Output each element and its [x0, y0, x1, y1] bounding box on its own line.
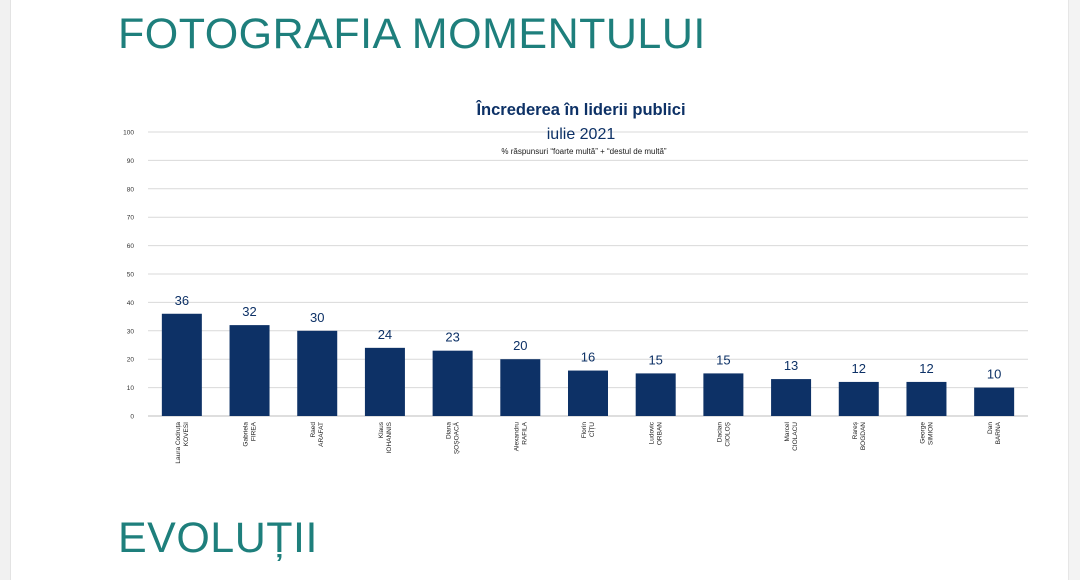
y-tick-label: 80 — [127, 186, 135, 193]
category-label: Marcel CIOLACU — [784, 421, 799, 450]
value-label: 23 — [445, 330, 459, 345]
bar — [838, 381, 879, 416]
y-tick-label: 90 — [127, 158, 135, 165]
value-label: 24 — [378, 327, 392, 342]
right-scroll-edge — [1068, 0, 1080, 580]
bar — [161, 313, 202, 416]
category-label: Diana ȘOȘOACĂ — [446, 421, 461, 454]
category-first-name: Laura Codruța — [175, 422, 182, 464]
y-tick-label: 20 — [127, 357, 135, 364]
y-tick-label: 40 — [127, 300, 135, 307]
category-first-name: Gabriela — [243, 422, 250, 447]
category-first-name: Klaus — [378, 421, 385, 438]
value-label: 12 — [852, 361, 866, 376]
y-tick-label: 0 — [130, 414, 134, 421]
grid-lines — [148, 131, 1028, 417]
category-label: Dan BARNA — [987, 421, 1002, 444]
value-label: 15 — [716, 352, 730, 367]
category-first-name: Marcel — [784, 421, 791, 441]
category-label: Klaus IOHANNIS — [378, 421, 393, 453]
category-labels: Laura Codruța KOVESI Gabriela FIREA Raed ARAF… — [175, 421, 1002, 463]
value-label: 10 — [987, 367, 1001, 382]
category-last-name: FIREA — [251, 421, 258, 441]
bar — [500, 359, 541, 416]
category-label: Rareș BOGDAN — [852, 421, 867, 450]
category-first-name: Raed — [310, 422, 317, 438]
category-last-name: SIMION — [927, 422, 934, 445]
bar — [364, 347, 405, 416]
category-first-name: Alexandru — [513, 422, 520, 452]
left-page-edge — [0, 0, 11, 580]
category-last-name: CÎȚU — [587, 422, 596, 437]
bar — [568, 370, 608, 416]
value-label: 30 — [310, 310, 324, 325]
category-last-name: KOVESI — [183, 422, 190, 446]
category-last-name: ARAFAT — [318, 422, 325, 447]
value-label: 12 — [919, 361, 933, 376]
category-last-name: CIOLACU — [792, 422, 799, 451]
category-label: Florin CÎȚU — [581, 422, 596, 439]
category-last-name: CIOLOȘ — [724, 421, 731, 446]
category-last-name: ȘOȘOACĂ — [452, 421, 461, 454]
bar — [771, 379, 812, 416]
category-last-name: IOHANNIS — [386, 421, 393, 453]
category-label: Alexandru RAFILA — [513, 421, 528, 451]
category-first-name: Dacian — [716, 422, 723, 443]
value-label: 13 — [784, 358, 798, 373]
bar — [229, 325, 270, 416]
value-label: 36 — [175, 293, 189, 308]
y-tick-label: 60 — [127, 243, 135, 250]
bar — [432, 350, 473, 416]
category-first-name: Florin — [581, 422, 588, 439]
bar — [974, 387, 1015, 416]
y-tick-label: 100 — [123, 130, 134, 137]
value-label: 16 — [581, 350, 595, 365]
section-heading-evolutii: EVOLUȚII — [118, 514, 318, 562]
y-tick-label: 10 — [127, 385, 135, 392]
chart-title: Încrederea în liderii publici — [475, 100, 685, 119]
value-label: 32 — [242, 304, 256, 319]
category-first-name: Rareș — [852, 421, 859, 439]
bar — [635, 373, 676, 416]
category-first-name: Diana — [446, 422, 453, 439]
category-label: Laura Codruța KOVESI — [175, 422, 190, 464]
chart-subtitle: iulie 2021 — [547, 126, 616, 143]
category-last-name: BARNA — [995, 421, 1002, 444]
category-label: Gabriela FIREA — [243, 421, 258, 446]
chart-titles: Încrederea în liderii publici iulie 2021… — [475, 100, 685, 156]
y-tick-label: 30 — [127, 328, 135, 335]
y-tick-label: 70 — [127, 215, 135, 222]
bar — [297, 330, 338, 416]
category-last-name: ORBAN — [657, 422, 664, 445]
category-last-name: BOGDAN — [860, 422, 867, 450]
category-first-name: Ludovic — [649, 421, 656, 444]
y-tick-label: 50 — [127, 272, 135, 279]
category-label: Dacian CIOLOȘ — [716, 421, 731, 446]
chart-note: % răspunsuri “foarte multă” + “destul de… — [501, 147, 667, 156]
value-label: 15 — [648, 352, 662, 367]
section-heading-fotografia: FOTOGRAFIA MOMENTULUI — [118, 10, 706, 58]
value-labels: 36 32 30 24 23 20 16 15 15 13 12 12 10 — [175, 293, 1002, 382]
bar — [703, 373, 744, 416]
category-first-name: George — [919, 422, 926, 444]
value-label: 20 — [513, 338, 527, 353]
bar — [906, 381, 947, 416]
category-label: Ludovic ORBAN — [649, 421, 664, 445]
category-last-name: RAFILA — [521, 421, 528, 444]
category-first-name: Dan — [987, 422, 994, 434]
category-label: George SIMION — [919, 422, 934, 446]
bars — [161, 313, 1015, 416]
y-axis-tick-labels: 0 10 20 30 40 50 60 70 80 90 100 — [123, 130, 134, 421]
category-label: Raed ARAFAT — [310, 422, 325, 447]
